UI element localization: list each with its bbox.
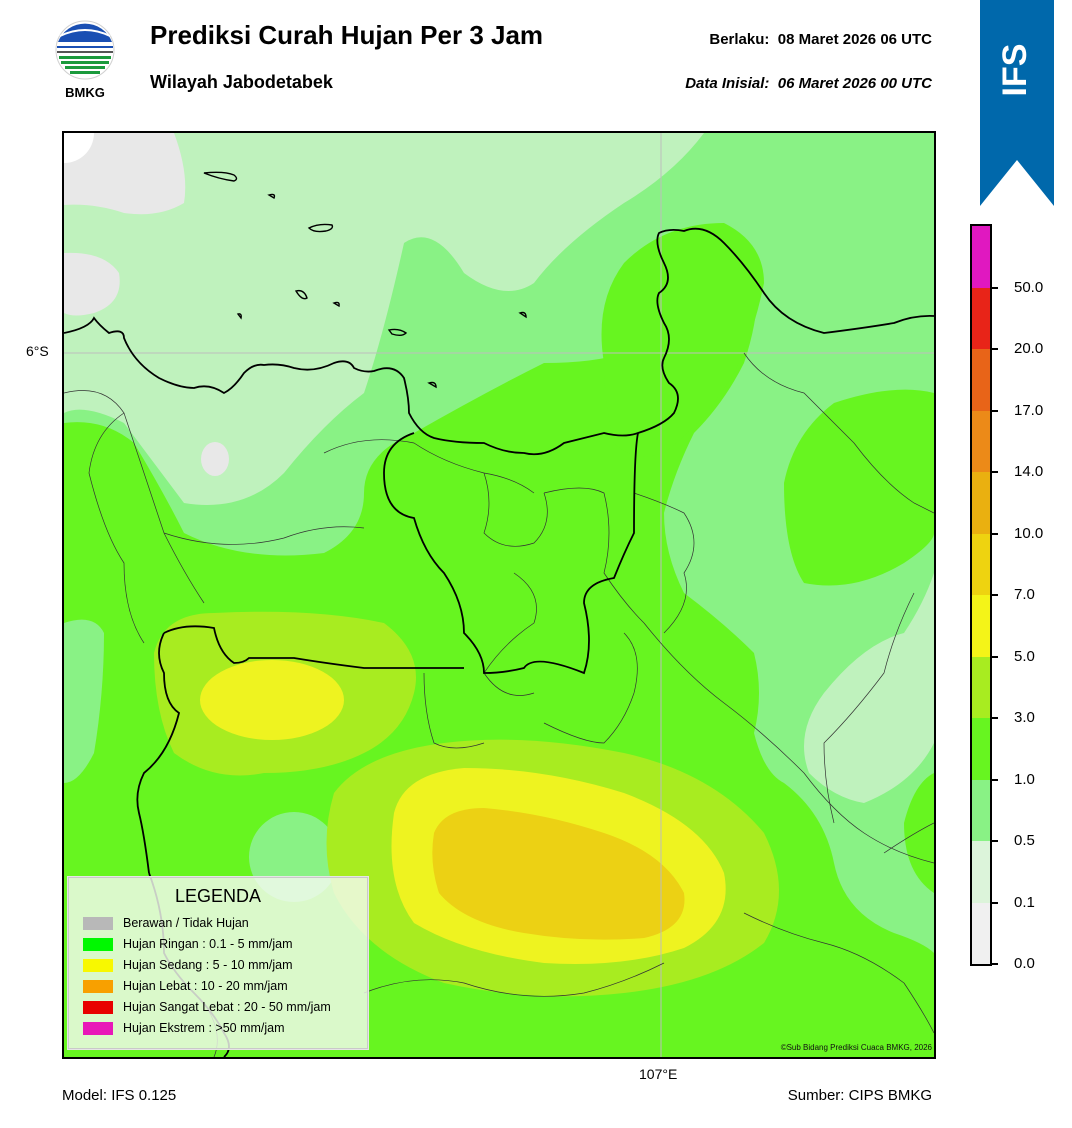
model-info: Model: IFS 0.125 <box>62 1087 177 1104</box>
colorbar-segment <box>972 902 990 964</box>
model-banner: IFS <box>980 0 1054 210</box>
colorbar-segment <box>972 410 990 472</box>
colorbar-segment <box>972 349 990 411</box>
valid-time: Berlaku: 08 Maret 2026 06 UTC <box>709 31 932 48</box>
init-value: 06 Maret 2026 00 UTC <box>777 75 932 92</box>
light-green-sw <box>64 619 104 783</box>
colorbar-tick <box>990 655 998 658</box>
colorbar-tick-label: 0.0 <box>1014 955 1035 972</box>
colorbar-tick-label: 17.0 <box>1014 401 1044 419</box>
source-info: Sumber: CIPS BMKG <box>787 1087 932 1104</box>
valid-value: 08 Maret 2026 06 UTC <box>777 31 932 48</box>
legend-swatch <box>83 937 113 951</box>
gray-patch-nw <box>64 133 186 215</box>
colorbar-tick-label: 20.0 <box>1014 340 1044 357</box>
legend-swatch <box>83 1000 113 1014</box>
legend-item: Hujan Ekstrem : >50 mm/jam <box>83 1021 285 1035</box>
pale-green-north <box>64 133 704 505</box>
legend-item: Berawan / Tidak Hujan <box>83 916 249 930</box>
legend-label: Hujan Sangat Lebat : 20 - 50 mm/jam <box>123 1000 331 1014</box>
colorbar-tick-label: 7.0 <box>1014 586 1035 603</box>
colorbar-tick <box>990 963 998 965</box>
valid-label: Berlaku: <box>709 31 770 48</box>
legend-label: Hujan Ekstrem : >50 mm/jam <box>123 1021 285 1035</box>
darkyellow-south <box>432 808 685 940</box>
colorbar <box>970 224 992 966</box>
coastline <box>63 227 935 456</box>
gray-patch-small <box>201 442 229 476</box>
legend-label: Hujan Sedang : 5 - 10 mm/jam <box>123 958 293 972</box>
colorbar-segment <box>972 841 990 903</box>
legend-title: LEGENDA <box>174 886 262 906</box>
colorbar-segment <box>972 656 990 718</box>
banner-text: IFS <box>996 44 1034 97</box>
colorbar-tick-label: 14.0 <box>1014 463 1044 480</box>
colorbar-segment <box>972 779 990 841</box>
colorbar-segment <box>972 718 990 780</box>
colorbar-tick <box>990 286 998 289</box>
legend-box: LEGENDA Berawan / Tidak Hujan Hujan Ring… <box>68 877 368 1049</box>
colorbar-tick <box>990 840 998 842</box>
colorbar-tick <box>990 778 998 781</box>
legend-item: Hujan Ringan : 0.1 - 5 mm/jam <box>83 937 293 951</box>
colorbar-segment <box>972 226 990 288</box>
legend-swatch <box>83 1021 113 1035</box>
islands <box>203 171 527 389</box>
colorbar-tick-label: 50.0 <box>1014 278 1044 296</box>
colorbar-tick <box>990 717 998 719</box>
green-northeast <box>601 223 764 457</box>
legend-swatch <box>83 916 113 930</box>
colorbar-tick-label: 0.1 <box>1014 893 1035 911</box>
gray-patch-w <box>64 252 120 316</box>
logo-text: BMKG <box>65 85 105 100</box>
colorbar-tick <box>990 532 998 535</box>
green-east <box>784 389 934 586</box>
legend-item: Hujan Sangat Lebat : 20 - 50 mm/jam <box>83 1000 331 1014</box>
lon-label: 107°E <box>639 1066 678 1082</box>
colorbar-tick-label: 3.0 <box>1014 709 1035 726</box>
legend-label: Hujan Lebat : 10 - 20 mm/jam <box>123 979 288 993</box>
colorbar-segment <box>972 287 990 349</box>
colorbar-tick <box>990 471 998 473</box>
lat-label: 6°S <box>26 343 49 359</box>
colorbar-tick-label: 10.0 <box>1014 524 1044 542</box>
green-east-small <box>904 773 934 893</box>
colorbar-tick-label: 1.0 <box>1014 770 1035 788</box>
colorbar-tick <box>990 348 998 350</box>
colorbar-segment <box>972 533 990 595</box>
colorbar-tick <box>990 409 998 412</box>
map-subtitle: Wilayah Jabodetabek <box>150 72 333 92</box>
bmkg-logo <box>52 20 118 102</box>
colorbar-tick-label: 5.0 <box>1014 647 1035 665</box>
colorbar-segment <box>972 595 990 657</box>
pale-green-east <box>804 573 934 803</box>
colorbar-segment <box>972 472 990 534</box>
legend-item: Hujan Sedang : 5 - 10 mm/jam <box>83 958 293 972</box>
colorbar-tick <box>990 594 998 596</box>
legend-swatch <box>83 958 113 972</box>
regency-boundaries <box>63 352 935 1058</box>
init-label: Data Inisial: <box>685 75 770 92</box>
legend-item: Hujan Lebat : 10 - 20 mm/jam <box>83 979 288 993</box>
legend-label: Berawan / Tidak Hujan <box>123 916 249 930</box>
map-credit: ©Sub Bidang Prediksi Cuaca BMKG, 2026 <box>780 1043 932 1052</box>
colorbar-tick <box>990 901 998 904</box>
legend-label: Hujan Ringan : 0.1 - 5 mm/jam <box>123 937 293 951</box>
yellow-west <box>200 660 344 740</box>
map-title: Prediksi Curah Hujan Per 3 Jam <box>150 20 544 50</box>
init-time: Data Inisial: 06 Maret 2026 00 UTC <box>685 75 932 92</box>
legend-swatch <box>83 979 113 993</box>
colorbar-tick-label: 0.5 <box>1014 832 1035 849</box>
